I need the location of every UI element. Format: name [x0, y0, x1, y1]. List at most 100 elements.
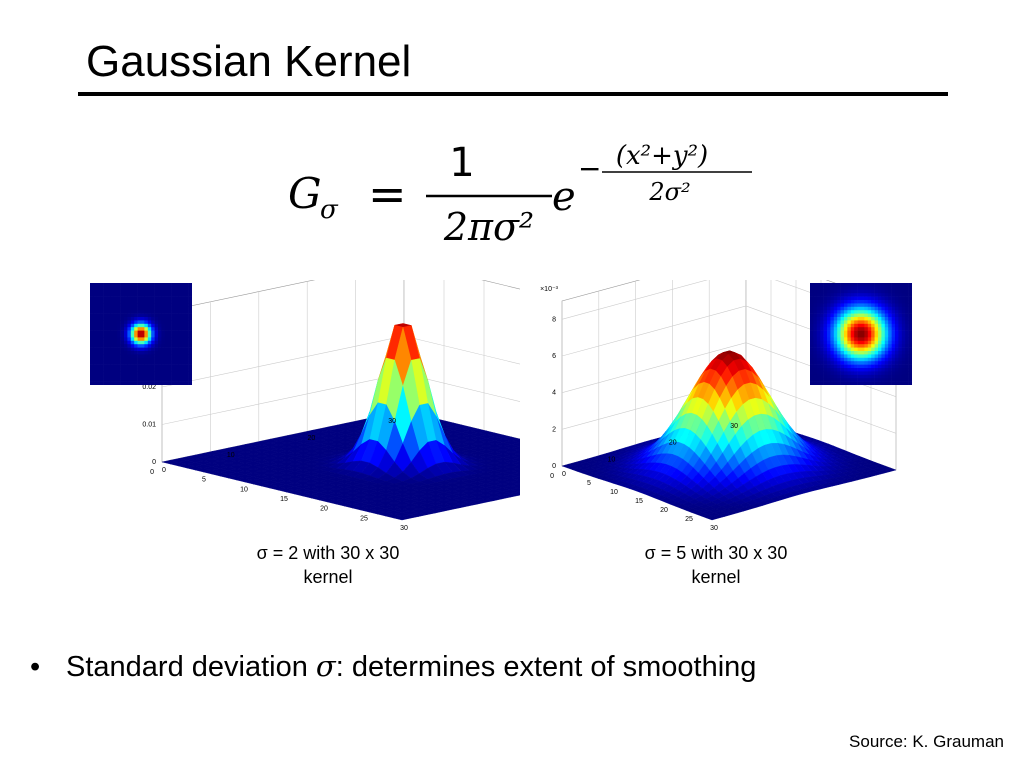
sigma5-heatmap-cell — [810, 296, 814, 301]
sigma2-heatmap-cell — [124, 344, 128, 348]
sigma5-heatmap-cell — [908, 374, 912, 379]
sigma2-x-tick-label: 20 — [320, 506, 328, 513]
sigma2-heatmap-cell — [117, 310, 121, 314]
sigma2-heatmap-cell — [124, 340, 128, 345]
sigma5-heatmap-cell — [857, 337, 862, 342]
sigma2-heatmap-cell — [103, 368, 108, 372]
sigma2-heatmap-cell — [171, 371, 176, 376]
sigma5-surface-patch — [706, 516, 719, 521]
sigma2-x-tick-label: 15 — [280, 496, 288, 503]
sigma5-heatmap-cell — [840, 351, 845, 355]
sigma5-heatmap-cell — [827, 337, 831, 342]
sigma2-heatmap-cell — [117, 354, 121, 359]
sigma2-heatmap-cell — [90, 364, 94, 369]
sigma2-heatmap-cell — [130, 354, 135, 359]
sigma5-heatmap-cell — [810, 317, 814, 321]
sigma2-heatmap-cell — [147, 340, 152, 345]
sigma2-heatmap-cell — [130, 371, 135, 376]
sigma5-heatmap-cell — [840, 364, 845, 369]
sigma5-y-tick-label: 0 — [550, 473, 554, 480]
sigma5-heatmap-cell — [813, 351, 818, 355]
sigma2-heatmap-cell — [161, 357, 166, 362]
sigma2-heatmap-cell — [93, 368, 98, 372]
sigma2-heatmap-cell — [124, 364, 128, 369]
sigma5-heatmap-cell — [810, 378, 814, 382]
sigma2-heatmap-cell — [181, 340, 186, 345]
sigma5-heatmap-cell — [881, 334, 886, 338]
sigma5-heatmap-cell — [888, 317, 892, 321]
sigma2-heatmap-cell — [96, 317, 101, 321]
sigma2-heatmap-cell — [113, 303, 118, 308]
sigma5-heatmap-cell — [871, 310, 875, 314]
sigma2-heatmap-cell — [144, 303, 149, 308]
sigma5-heatmap-cell — [844, 378, 848, 382]
sigma2-heatmap-cell — [171, 381, 176, 385]
sigma5-heatmap-cell — [837, 344, 841, 348]
sigma5-heatmap-cell — [884, 317, 889, 321]
sigma2-heatmap-cell — [178, 337, 183, 342]
sigma2-heatmap-cell — [185, 361, 189, 365]
sigma5-heatmap-cell — [823, 357, 828, 362]
sigma2-heatmap-cell — [171, 340, 176, 345]
sigma2-heatmap-cell — [120, 357, 125, 362]
sigma2-heatmap-cell — [141, 310, 145, 314]
sigma2-heatmap-cell — [120, 317, 125, 321]
sigma2-heatmap-cell — [110, 354, 115, 359]
sigma5-heatmap-cell — [867, 306, 872, 311]
sigma5-heatmap-cell — [823, 371, 828, 376]
sigma2-heatmap-cell — [100, 357, 104, 362]
formula-numerator: 1 — [449, 140, 474, 186]
sigma2-heatmap-cell — [93, 320, 98, 325]
sigma2-heatmap-cell — [120, 330, 125, 335]
sigma5-heatmap-cell — [810, 364, 814, 369]
sigma5-heatmap-cell — [888, 330, 892, 335]
sigma5-heatmap-cell — [881, 368, 886, 372]
sigma2-heatmap-cell — [130, 347, 135, 352]
sigma5-heatmap-cell — [905, 364, 909, 369]
sigma5-heatmap-cell — [874, 286, 879, 291]
sigma2-heatmap-cell — [117, 320, 121, 325]
sigma5-heatmap-cell — [867, 361, 872, 365]
sigma5-heatmap-cell — [830, 293, 835, 297]
sigma2-heatmap-cell — [168, 313, 172, 318]
sigma5-heatmap-cell — [891, 364, 896, 369]
sigma5-heatmap-cell — [810, 374, 814, 379]
sigma2-heatmap-cell — [117, 283, 121, 287]
sigma5-heatmap-cell — [850, 296, 855, 301]
sigma5-heatmap-cell — [820, 283, 824, 287]
sigma5-heatmap-cell — [898, 289, 903, 294]
sigma5-heatmap-cell — [874, 371, 879, 376]
sigma2-heatmap-cell — [137, 344, 142, 348]
sigma2-heatmap-cell — [168, 327, 172, 331]
sigma2-heatmap-cell — [181, 381, 186, 385]
sigma2-heatmap-cell — [147, 378, 152, 382]
sigma5-heatmap-cell — [898, 351, 903, 355]
sigma2-heatmap-cell — [141, 296, 145, 301]
sigma5-heatmap-cell — [850, 323, 855, 328]
sigma5-heatmap-cell — [874, 381, 879, 385]
sigma5-heatmap-cell — [871, 371, 875, 376]
sigma2-heatmap-cell — [100, 310, 104, 314]
sigma5-heatmap-cell — [813, 323, 818, 328]
sigma5-heatmap-cell — [908, 300, 912, 304]
sigma2-heatmap-cell — [124, 378, 128, 382]
sigma5-heatmap-cell — [816, 374, 821, 379]
sigma5-heatmap-cell — [830, 310, 835, 314]
sigma2-heatmap-cell — [158, 330, 162, 335]
sigma5-heatmap-cell — [847, 310, 852, 314]
sigma5-heatmap-cell — [874, 364, 879, 369]
sigma2-heatmap-cell — [134, 378, 138, 382]
sigma5-heatmap-cell — [827, 368, 831, 372]
sigma5-heatmap-cell — [837, 320, 841, 325]
sigma5-x-tick-label: 20 — [660, 507, 668, 514]
sigma5-heatmap-cell — [891, 303, 896, 308]
sigma5-heatmap-cell — [847, 351, 852, 355]
sigma2-heatmap-cell — [171, 378, 176, 382]
sigma2-heatmap-cell — [168, 330, 172, 335]
sigma5-heatmap-cell — [881, 289, 886, 294]
sigma5-heatmap-cell — [864, 289, 869, 294]
sigma5-heatmap-cell — [854, 371, 858, 376]
sigma2-heatmap-cell — [185, 351, 189, 355]
sigma5-heatmap-cell — [810, 371, 814, 376]
sigma5-heatmap-cell — [895, 340, 899, 345]
